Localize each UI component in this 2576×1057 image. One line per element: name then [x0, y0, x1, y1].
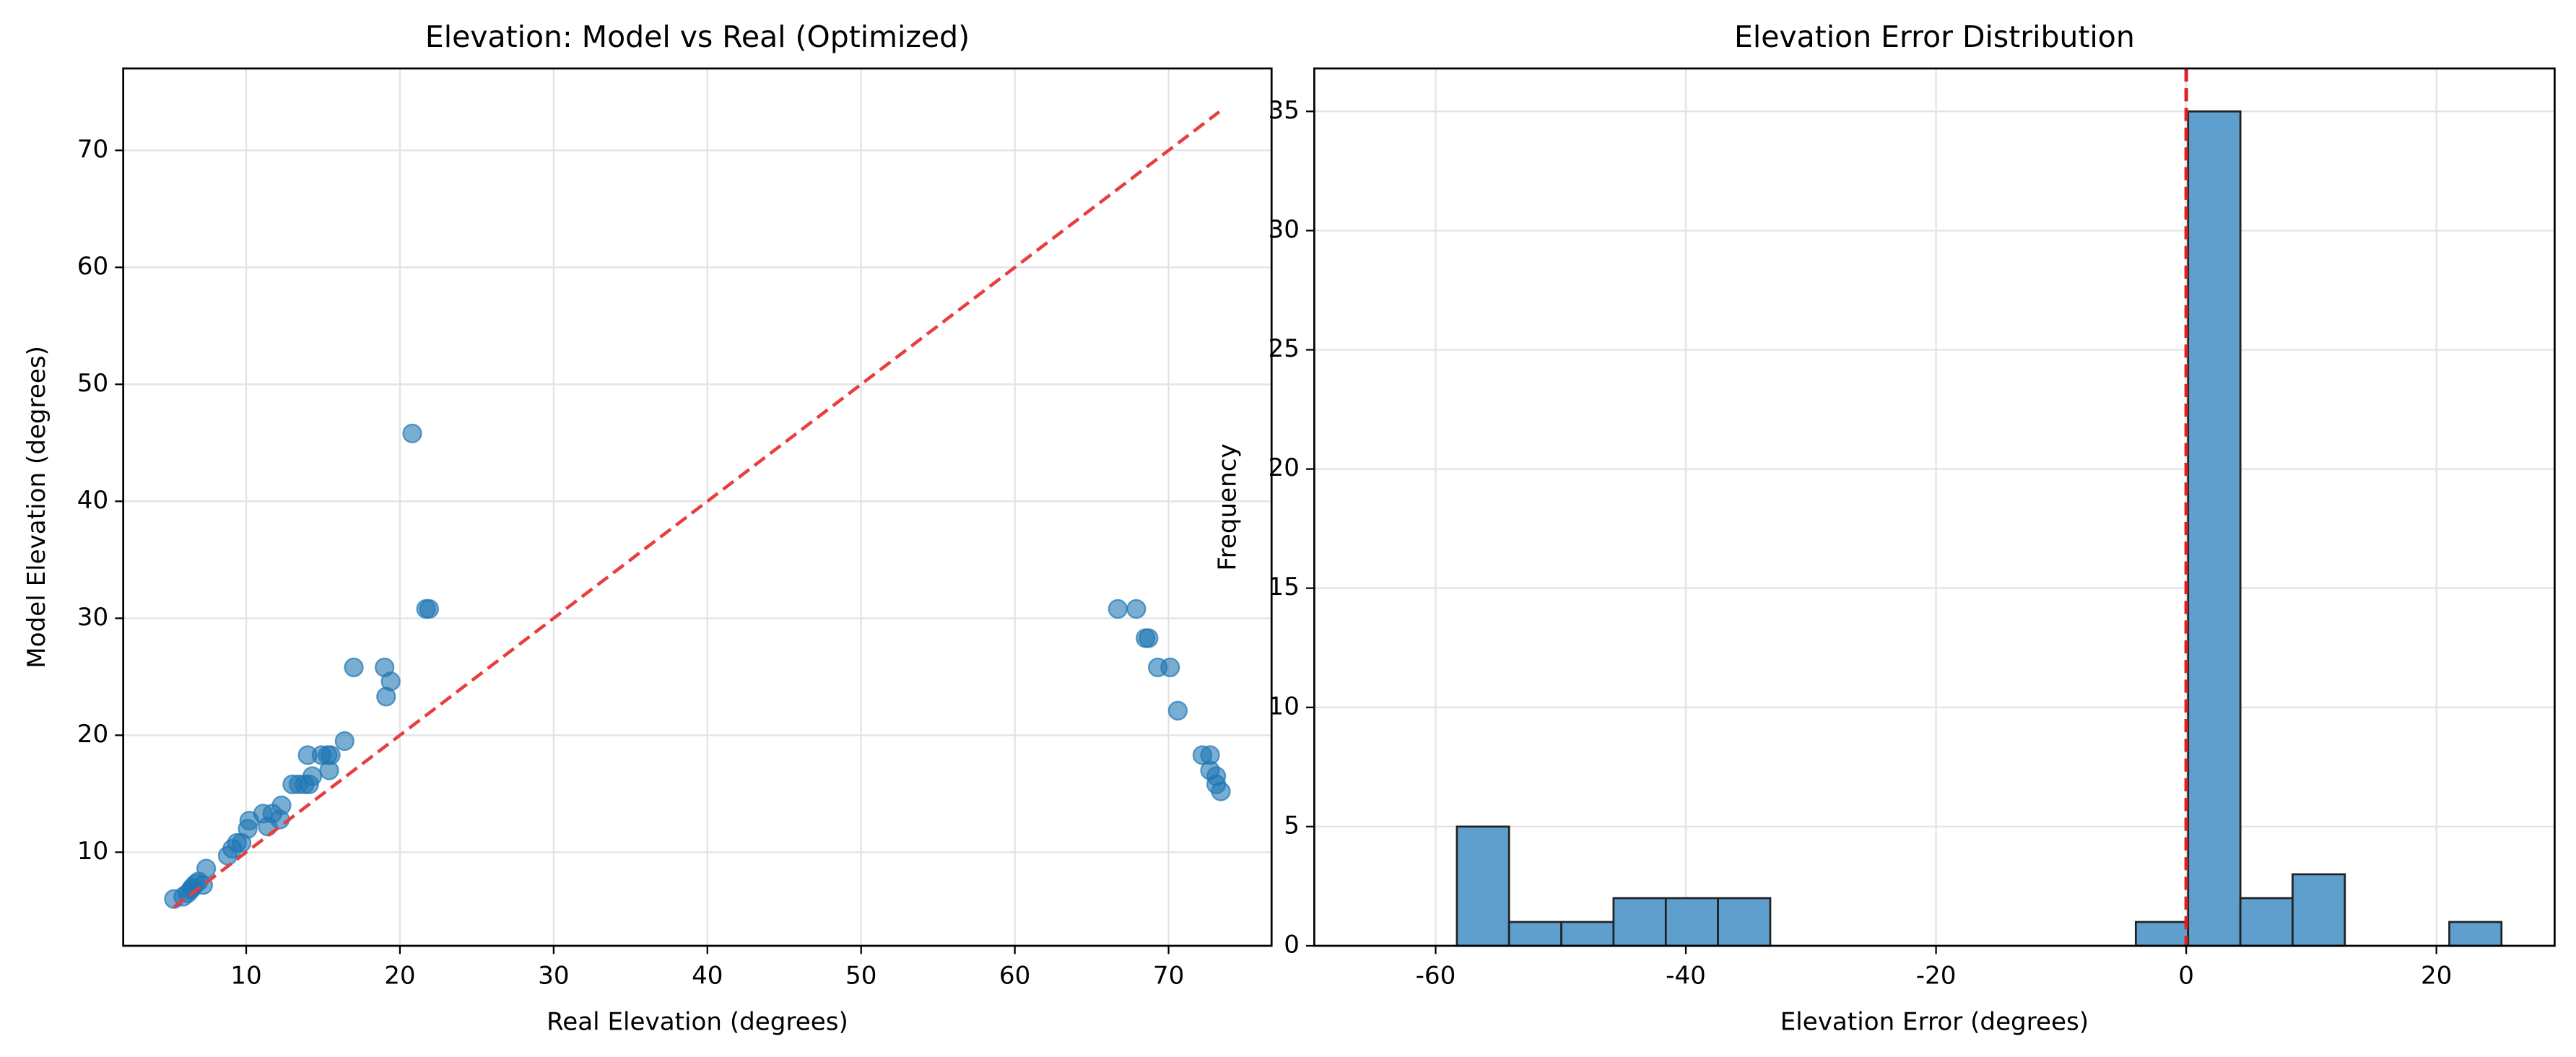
y-tick-label: 50 [77, 369, 108, 398]
y-tick-label: 25 [1268, 334, 1299, 363]
y-tick-label: 30 [77, 603, 108, 632]
scatter-point [344, 657, 364, 678]
x-tick-label: 10 [230, 962, 261, 991]
y-tick-label: 10 [77, 837, 108, 866]
scatter-point [1108, 599, 1128, 619]
y-tick-label: 10 [1268, 692, 1299, 721]
y-axis-label: Model Elevation (degrees) [22, 346, 51, 669]
scatter-point [299, 774, 319, 795]
chart-title: Elevation: Model vs Real (Optimized) [425, 19, 970, 54]
x-axis-label: Real Elevation (degrees) [547, 1007, 848, 1036]
x-tick-label: 60 [999, 962, 1030, 991]
x-tick-label: 40 [692, 962, 723, 991]
scatter-point [1126, 599, 1146, 619]
x-axis-label: Elevation Error (degrees) [1780, 1007, 2089, 1036]
histogram-bar [1717, 897, 1772, 947]
y-tick-label: 20 [1268, 453, 1299, 482]
y-tick-label: 5 [1284, 811, 1300, 840]
scatter-point [402, 423, 422, 444]
y-tick-label: 35 [1268, 96, 1299, 125]
histogram-bar [1560, 921, 1615, 947]
histogram-bar [1507, 921, 1562, 947]
y-tick-label: 60 [77, 252, 108, 281]
plot-frame [1313, 67, 2556, 947]
histogram-bar [1664, 897, 1719, 947]
y-axis-label: Frequency [1214, 443, 1243, 570]
y-tick-label: 15 [1268, 573, 1299, 601]
x-tick-label: -20 [1916, 962, 1957, 991]
y-tick-label: 40 [77, 486, 108, 515]
scatter-point [1139, 628, 1159, 648]
scatter-point [271, 795, 292, 816]
scatter-point [196, 858, 217, 879]
histogram-bar [2448, 921, 2503, 947]
histogram-bar [2292, 873, 2346, 947]
scatter-point [380, 671, 401, 692]
chart-title: Elevation Error Distribution [1734, 19, 2135, 54]
scatter-point [334, 731, 354, 752]
reference-line [173, 110, 1221, 909]
histogram-bar [2239, 897, 2294, 947]
histogram-bar [1455, 825, 1510, 947]
y-tick-label: 70 [77, 135, 108, 164]
plot-frame [122, 67, 1273, 947]
y-tick-label: 30 [1268, 215, 1299, 244]
x-tick-label: 20 [2421, 962, 2452, 991]
x-tick-label: 20 [384, 962, 415, 991]
scatter-point [1167, 700, 1188, 721]
scatter-point [321, 745, 341, 765]
y-tick-label: 20 [77, 720, 108, 749]
x-tick-label: 70 [1153, 962, 1184, 991]
scatter-point [419, 599, 440, 619]
x-tick-label: 50 [845, 962, 876, 991]
histogram-bar [2187, 110, 2242, 947]
histogram-bar [2134, 921, 2190, 947]
scatter-point [1160, 657, 1180, 678]
x-tick-label: -60 [1416, 962, 1456, 991]
x-tick-label: 0 [2178, 962, 2194, 991]
x-tick-label: -40 [1666, 962, 1706, 991]
y-tick-label: 0 [1284, 930, 1300, 959]
scatter-point [1211, 781, 1231, 801]
histogram-bar [1612, 897, 1667, 947]
x-tick-label: 30 [538, 962, 569, 991]
